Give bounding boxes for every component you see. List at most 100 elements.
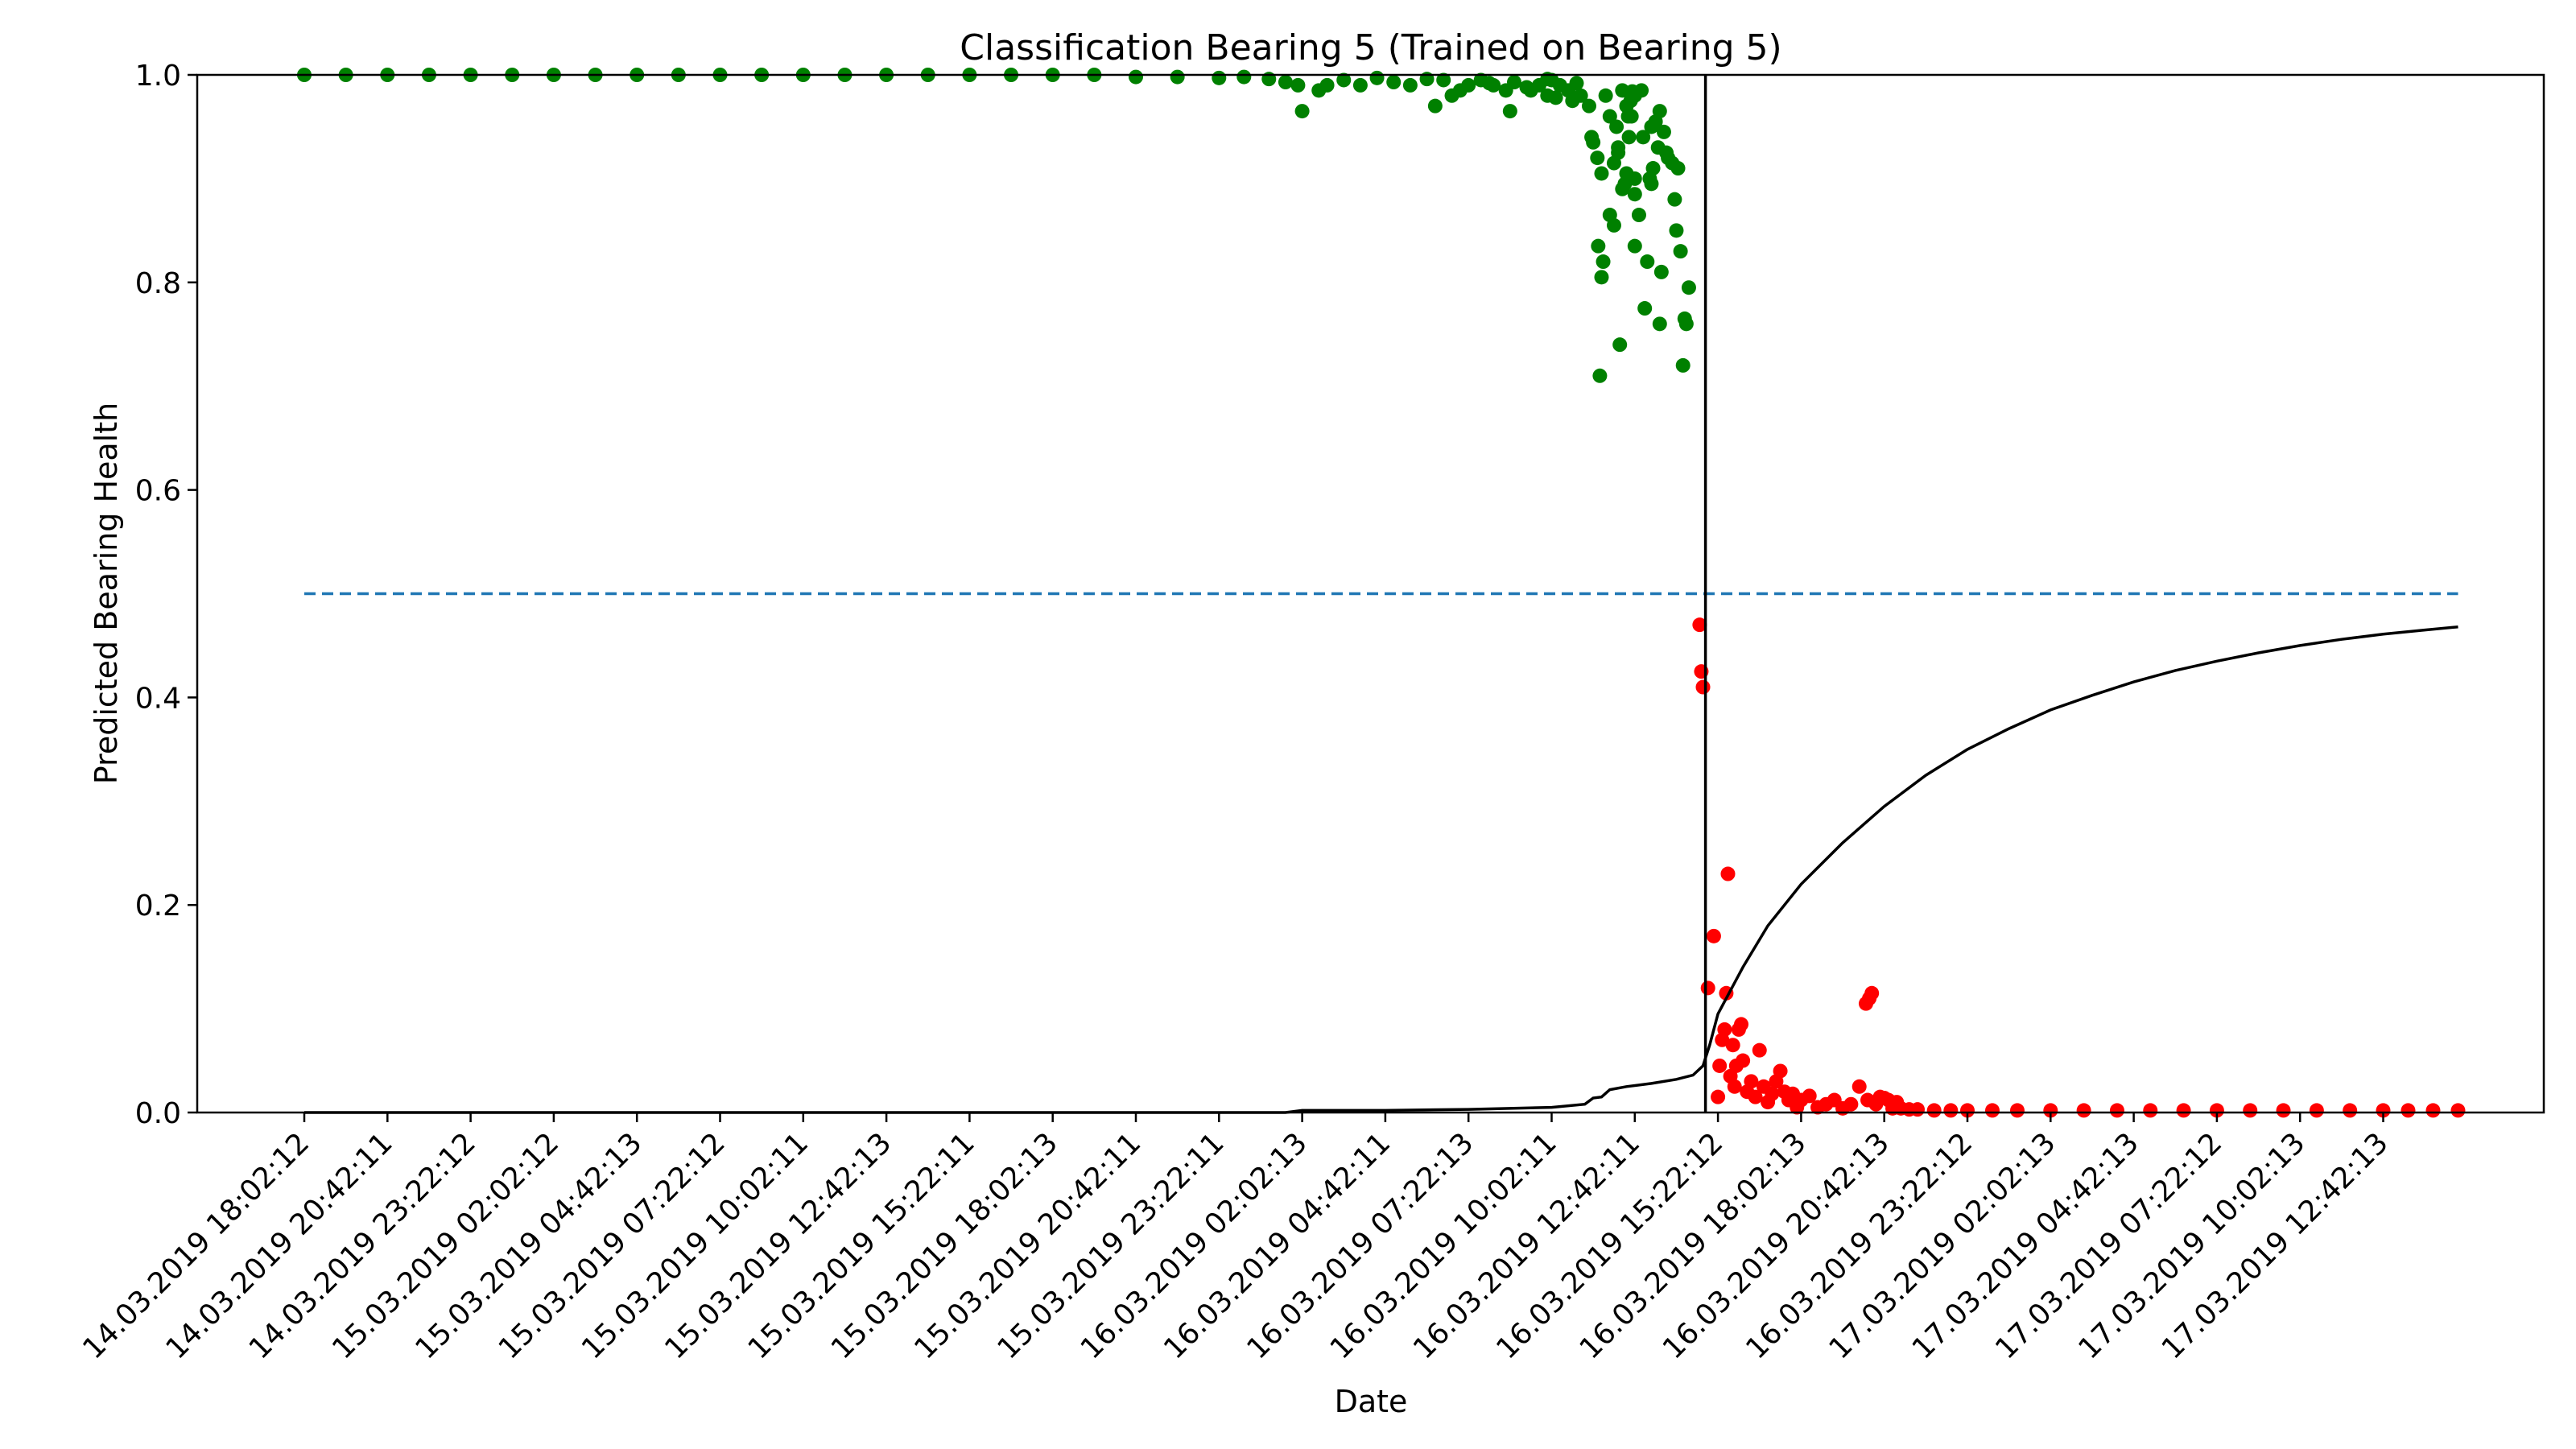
data-point-healthy [1594,166,1609,181]
data-point-healthy [1644,176,1659,192]
y-axis-label: Predicted Bearing Health [89,402,124,784]
data-point-healthy [1278,75,1293,90]
data-point-healthy [1523,83,1538,98]
y-tick-label: 1.0 [135,60,181,93]
data-point-healthy [1591,238,1606,254]
data-point-healthy [1573,88,1588,103]
y-tick-label: 0.8 [135,267,181,300]
data-point-healthy [1627,171,1642,186]
data-point-healthy [1294,104,1310,119]
data-point-faulty [1717,1022,1732,1037]
data-point-faulty [2043,1103,2058,1118]
data-point-healthy [1645,161,1661,176]
data-point-healthy [1129,69,1143,85]
data-point-faulty [1744,1074,1759,1089]
data-point-healthy [1319,77,1335,93]
data-point-healthy [1352,77,1368,93]
data-point-healthy [1170,69,1185,85]
data-point-faulty [1984,1103,2000,1118]
data-point-faulty [1695,679,1711,695]
data-point-faulty [2376,1103,2391,1118]
data-point-healthy [1592,368,1608,383]
data-point-faulty [2209,1103,2224,1118]
data-point-faulty [1926,1103,1942,1118]
data-point-healthy [1436,72,1451,88]
chart-title: Classification Bearing 5 (Trained on Bea… [960,27,1781,68]
data-point-faulty [1734,1017,1749,1032]
data-point-faulty [2109,1103,2124,1118]
data-point-faulty [2309,1103,2324,1118]
data-point-healthy [1482,76,1497,91]
data-point-healthy [1634,83,1649,98]
data-point-healthy [1590,151,1605,166]
data-point-faulty [1706,928,1721,943]
data-point-healthy [1236,69,1252,85]
data-point-healthy [1606,217,1621,233]
data-point-faulty [1960,1103,1975,1118]
data-point-faulty [1910,1102,1926,1117]
data-point-healthy [1548,90,1563,105]
data-point-healthy [1621,130,1637,145]
data-point-healthy [1681,280,1696,295]
data-point-healthy [1402,77,1418,93]
data-point-healthy [1598,88,1613,103]
data-point-healthy [1636,130,1651,145]
data-point-healthy [1652,104,1667,119]
data-point-healthy [1502,104,1517,119]
data-point-healthy [1584,130,1600,145]
data-point-faulty [1736,1053,1751,1068]
data-point-healthy [1581,98,1596,114]
data-point-healthy [1669,223,1684,238]
data-point-faulty [1943,1103,1959,1118]
data-point-healthy [1631,208,1646,223]
data-point-healthy [1507,75,1522,90]
data-point-faulty [1700,980,1715,996]
data-point-faulty [1725,1038,1740,1053]
y-axis: 0.0 0.2 0.4 0.6 0.8 1.0 [135,60,197,1130]
data-point-healthy [1612,337,1628,353]
data-point-healthy [1627,187,1642,202]
data-point-healthy [1627,238,1642,254]
data-point-healthy [1611,145,1626,160]
data-point-faulty [1712,1058,1728,1073]
data-point-faulty [2450,1103,2466,1118]
data-point-healthy [1637,301,1653,316]
data-point-healthy [1369,70,1385,85]
data-point-healthy [1569,76,1584,91]
y-tick-label: 0.6 [135,475,181,508]
data-point-faulty [2009,1103,2025,1118]
data-point-faulty [2143,1103,2158,1118]
data-point-healthy [1678,316,1694,332]
data-point-faulty [1727,1079,1742,1094]
data-point-faulty [1852,1079,1867,1094]
data-point-healthy [1290,77,1306,93]
data-point-faulty [1858,996,1873,1011]
data-point-healthy [1336,72,1352,88]
data-point-healthy [1670,161,1686,176]
data-point-healthy [1615,83,1630,98]
data-point-healthy [1673,244,1688,259]
data-point-healthy [1624,109,1639,124]
data-point-healthy [1212,70,1227,85]
data-point-healthy [1640,254,1655,270]
data-point-faulty [1773,1063,1788,1079]
y-tick-label: 0.2 [135,890,181,923]
data-point-faulty [1765,1086,1780,1101]
data-point-faulty [1802,1088,1817,1104]
trend-line [304,625,2458,1114]
data-point-faulty [1711,1089,1726,1104]
data-point-faulty [1720,866,1736,881]
data-point-healthy [1594,270,1609,285]
data-point-healthy [1609,119,1624,134]
plot-frame [196,73,2545,1114]
data-point-faulty [1748,1089,1763,1104]
data-point-healthy [1667,192,1682,207]
data-point-healthy [1596,254,1611,270]
data-point-faulty [2401,1103,2416,1118]
data-point-healthy [1386,75,1402,90]
data-point-healthy [1652,316,1667,332]
data-point-healthy [1656,124,1671,139]
data-point-faulty [2343,1103,2358,1118]
